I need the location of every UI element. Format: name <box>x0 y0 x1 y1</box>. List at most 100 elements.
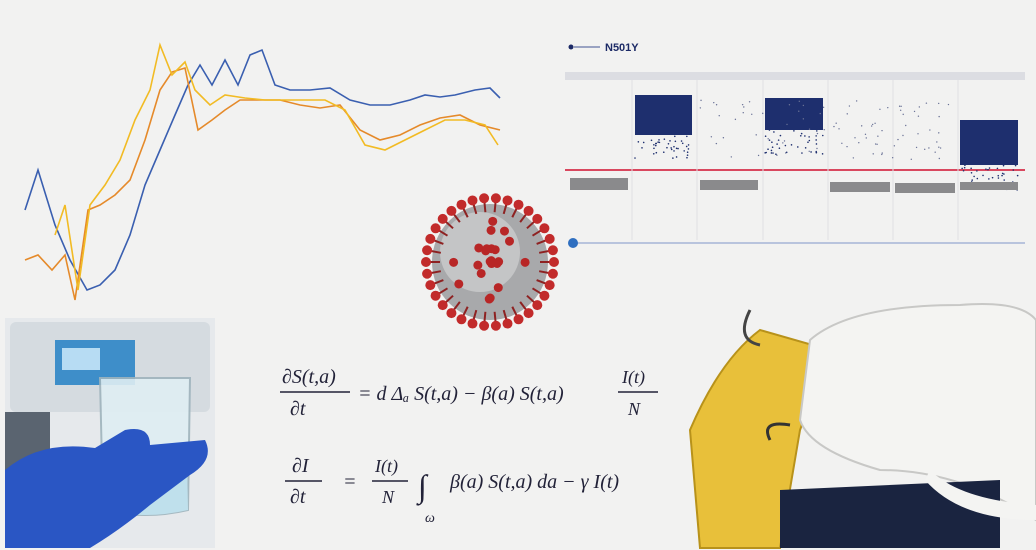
scatter-dot <box>771 141 773 144</box>
scatter-dot <box>860 125 863 127</box>
scatter-dot <box>685 145 688 148</box>
scatter-dot <box>770 152 773 154</box>
scatter-dot <box>928 147 930 149</box>
scatter-dot <box>768 129 771 131</box>
scatter-dot <box>765 151 768 154</box>
scatter-dot <box>801 152 803 154</box>
scatter-dot <box>835 122 837 124</box>
spike-head <box>421 257 431 267</box>
spike-head <box>520 257 530 267</box>
scatter-dot <box>653 143 655 146</box>
spike-head <box>499 226 509 236</box>
scatter-dot <box>870 125 873 127</box>
scatter-dot <box>947 103 950 106</box>
scatter-dot <box>722 137 725 139</box>
spike-head <box>430 223 441 234</box>
scatter-dot <box>962 169 965 172</box>
spike-head <box>437 213 448 224</box>
scatter-dot <box>683 150 685 152</box>
scatter-dot <box>776 154 778 156</box>
scatter-dot <box>816 132 819 135</box>
scatter-dot <box>976 170 978 172</box>
scatter-dot <box>686 154 689 156</box>
scatter-dot <box>997 174 1000 177</box>
spike-head <box>456 314 467 325</box>
gray-band <box>700 180 758 190</box>
spike-head <box>425 233 436 244</box>
eq1-rhs: = d Δₐ S(t,a) − β(a) S(t,a) <box>358 383 564 405</box>
scatter-dot <box>800 132 803 135</box>
scatter-dot <box>988 167 991 169</box>
spike-head <box>539 290 550 301</box>
scatter-dot <box>899 109 902 111</box>
scatter-dot <box>833 125 835 128</box>
scatter-dot <box>819 112 821 115</box>
scatter-dot <box>762 112 764 115</box>
scatter-dot <box>667 142 670 145</box>
scatter-dot <box>776 143 778 145</box>
spike-head <box>502 195 513 206</box>
scatter-dot <box>775 153 777 156</box>
scatter-dot <box>652 153 655 155</box>
scatter-dot <box>881 153 883 156</box>
scatter-dot <box>673 135 676 138</box>
scatter-dot <box>910 158 912 160</box>
scatter-dot <box>718 115 720 117</box>
scatter-dot <box>807 141 809 144</box>
scatter-dot <box>730 156 733 158</box>
ear-loop <box>742 309 761 347</box>
scatter-dot <box>902 134 904 137</box>
scatter-dot <box>742 112 744 114</box>
scatter-dot <box>779 134 782 137</box>
spike-head <box>513 199 524 210</box>
scatter-dot <box>864 133 867 136</box>
scatter-dot <box>687 148 690 150</box>
scatter-dot <box>938 146 940 148</box>
scatter-dot <box>783 140 786 142</box>
blue-line <box>24 48 501 291</box>
scatter-dot <box>686 156 688 159</box>
spike-head <box>544 280 555 291</box>
scatter-dot <box>757 154 760 157</box>
scatter-dot <box>767 148 769 151</box>
spike-head <box>488 216 498 226</box>
scatter-dot <box>784 144 787 147</box>
scatter-dot <box>938 157 941 160</box>
scatter-dot <box>925 102 928 104</box>
scatter-dot <box>784 152 787 154</box>
spike-head <box>474 243 484 253</box>
cluster <box>635 95 692 135</box>
scatter-dot <box>985 168 987 170</box>
eq2-rhs: β(a) S(t,a) da − γ I(t) <box>449 471 619 493</box>
scatter-dot <box>938 132 940 134</box>
spike-head <box>467 318 478 329</box>
scatter-dot <box>686 151 689 154</box>
scatter-dot <box>675 156 678 158</box>
scatter-dot <box>715 142 718 145</box>
spike-head <box>502 318 513 329</box>
scatter-dot <box>1003 173 1005 175</box>
scatter-dot <box>996 167 999 170</box>
scatter-dot <box>790 144 793 146</box>
spike-head <box>479 193 490 204</box>
scatter-dot <box>808 150 810 152</box>
scatter-dot <box>799 134 802 137</box>
scatter-dot <box>700 99 702 102</box>
scatter-dot <box>681 142 684 145</box>
scatter-dot <box>971 179 973 181</box>
scatter-dot <box>848 105 851 107</box>
scatter-dot <box>673 145 675 148</box>
scatter-dot <box>804 147 807 149</box>
scatter-dot <box>764 135 767 138</box>
glove <box>5 429 208 548</box>
scatter-dot <box>793 130 795 132</box>
scatter-dot <box>991 176 994 179</box>
scatter-dot <box>666 146 668 149</box>
ear-loop <box>766 422 791 441</box>
scatter-dot <box>887 106 889 109</box>
scatter-dot <box>815 139 817 141</box>
spike-head <box>492 259 502 269</box>
eq1-lhs-num: ∂S(t,a) <box>282 366 336 388</box>
scatter-dot <box>655 151 658 154</box>
cluster <box>960 120 1018 165</box>
